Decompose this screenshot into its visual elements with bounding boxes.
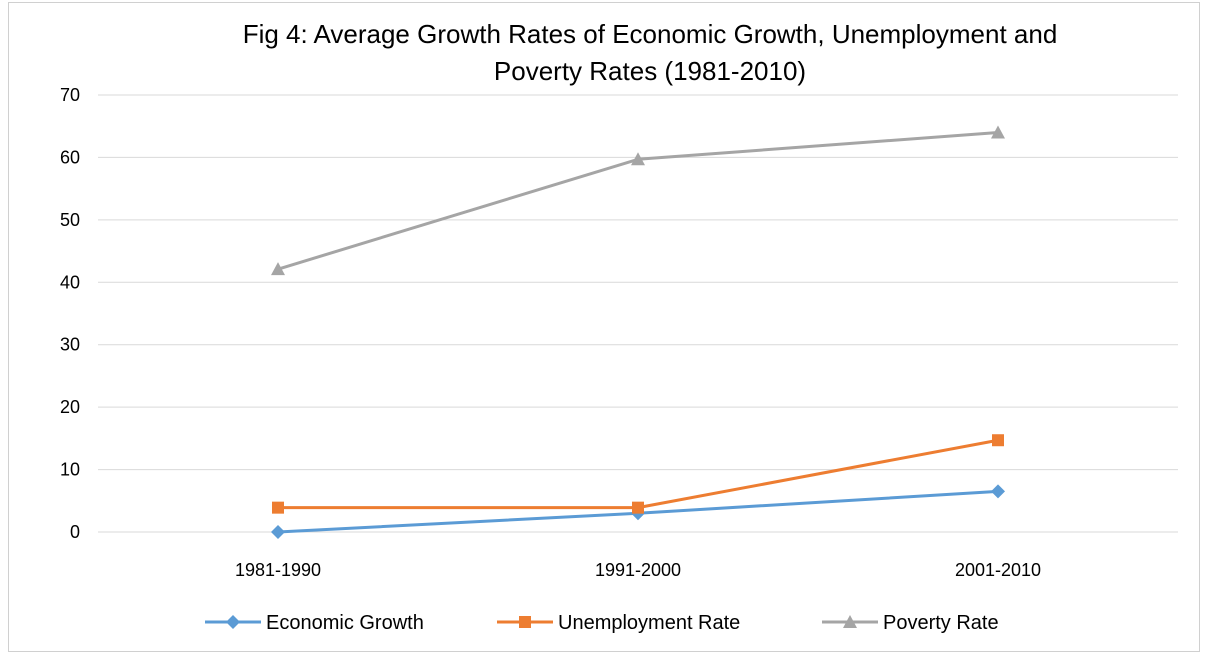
data-point-unemployment-rate-2 <box>632 501 644 514</box>
x-tick-label-3: 2001-2010 <box>955 560 1041 580</box>
chart-title-line-2: Poverty Rates (1981-2010) <box>494 56 806 86</box>
y-tick-label-60: 60 <box>60 147 80 167</box>
y-tick-label-50: 50 <box>60 210 80 230</box>
series-poverty-rate <box>271 125 1005 276</box>
data-point-poverty-rate-3 <box>991 125 1005 139</box>
y-tick-label-40: 40 <box>60 272 80 292</box>
data-point-unemployment-rate-3 <box>992 434 1004 447</box>
legend-item-unemployment-rate: Unemployment Rate <box>497 612 740 634</box>
x-axis-tick-labels: 1981-1990 1991-2000 2001-2010 <box>235 560 1041 580</box>
y-tick-label-70: 70 <box>60 85 80 105</box>
x-tick-label-1: 1981-1990 <box>235 560 321 580</box>
y-axis-tick-labels: 0 10 20 30 40 50 60 70 <box>60 85 80 542</box>
y-tick-label-20: 20 <box>60 397 80 417</box>
chart-title-line-1: Fig 4: Average Growth Rates of Economic … <box>243 19 1058 49</box>
data-point-economic-growth-3 <box>991 484 1005 499</box>
legend-item-economic-growth: Economic Growth <box>205 612 424 634</box>
y-tick-label-30: 30 <box>60 335 80 355</box>
legend: Economic Growth Unemployment Rate Poverty … <box>205 612 999 634</box>
legend-marker-economic-growth <box>226 615 240 629</box>
legend-marker-poverty-rate <box>843 615 857 628</box>
data-point-poverty-rate-1 <box>271 262 285 276</box>
legend-label-unemployment-rate: Unemployment Rate <box>558 612 740 634</box>
legend-label-economic-growth: Economic Growth <box>266 612 424 634</box>
x-tick-label-2: 1991-2000 <box>595 560 681 580</box>
data-point-poverty-rate-2 <box>631 152 645 166</box>
legend-item-poverty-rate: Poverty Rate <box>822 612 999 634</box>
chart-title: Fig 4: Average Growth Rates of Economic … <box>243 19 1058 86</box>
legend-label-poverty-rate: Poverty Rate <box>883 612 999 634</box>
y-tick-label-0: 0 <box>70 522 80 542</box>
y-tick-label-10: 10 <box>60 460 80 480</box>
series-lines <box>271 125 1005 539</box>
chart-area <box>8 2 1200 652</box>
data-point-economic-growth-1 <box>271 525 285 539</box>
series-unemployment-rate <box>272 434 1004 514</box>
data-point-unemployment-rate-1 <box>272 501 284 514</box>
legend-marker-unemployment-rate <box>519 616 531 628</box>
